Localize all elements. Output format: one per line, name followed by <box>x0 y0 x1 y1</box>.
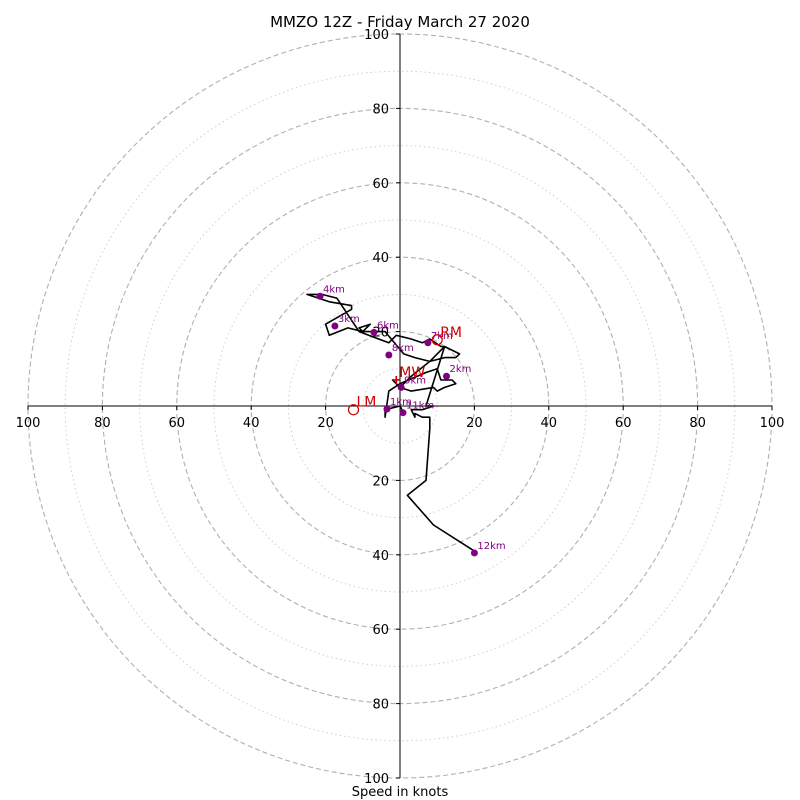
y-tick-label: 40 <box>372 251 389 266</box>
height-marker-label-9km: 9km <box>404 375 426 386</box>
height-marker-4km <box>316 292 324 300</box>
height-marker-label-1km: 1km <box>390 397 412 408</box>
height-marker-label-4km: 4km <box>323 284 345 295</box>
y-tick-label: 60 <box>372 623 389 638</box>
storm-motion-marker-LM <box>347 404 360 416</box>
chart-title: MMZO 12Z - Friday March 27 2020 <box>270 13 530 31</box>
y-tick-label: 100 <box>364 28 389 43</box>
height-marker-label-3km: 3km <box>338 314 360 325</box>
height-marker-label-8km: 8km <box>392 343 414 354</box>
hodograph-line <box>306 293 475 552</box>
height-marker-3km <box>331 322 339 330</box>
height-marker-label-2km: 2km <box>450 364 472 375</box>
storm-motion-label-LM: LM <box>357 395 377 411</box>
x-tick-label: 20 <box>317 416 334 431</box>
y-tick-label: 80 <box>372 698 389 713</box>
y-tick-label: 80 <box>372 102 389 117</box>
height-marker-12km <box>470 549 478 557</box>
storm-motion-markers: RM MW LM <box>347 325 462 416</box>
x-tick-label: 60 <box>615 416 632 431</box>
storm-motion-marker-RM <box>431 334 443 346</box>
hodograph-trace <box>306 293 475 552</box>
x-tick-label: 40 <box>243 416 260 431</box>
x-tick-label: 40 <box>541 416 558 431</box>
height-marker-label-7km: 7km <box>431 331 453 342</box>
height-marker-label-12km: 12km <box>477 541 505 552</box>
height-marker-1km <box>383 405 391 413</box>
x-tick-label: 60 <box>169 416 186 431</box>
x-tick-label: 100 <box>760 416 785 431</box>
y-tick-label: 60 <box>372 177 389 192</box>
height-marker-label-11km: 11km <box>406 401 434 412</box>
y-tick-label: 20 <box>372 326 389 341</box>
height-marker-8km <box>385 351 393 359</box>
x-tick-label: 80 <box>689 416 706 431</box>
height-marker-6km <box>370 328 378 336</box>
tick-labels: 100 80 60 40 20 20 40 60 80 100 100 80 60 40 20 20 40 60 8… <box>16 28 785 787</box>
height-markers: 1km 2km 3km 4km 6km 7km 8km 9km 11km 12km <box>316 284 506 557</box>
x-tick-label: 80 <box>94 416 111 431</box>
x-axis-title: Speed in knots <box>352 785 449 800</box>
height-marker-11km <box>399 409 407 417</box>
height-marker-2km <box>443 372 450 380</box>
height-marker-7km <box>424 339 432 347</box>
storm-motion-marker-MW <box>392 375 401 384</box>
y-tick-label: 100 <box>364 772 389 787</box>
storm-motion-label-RM: RM <box>440 325 462 341</box>
x-tick-label: 20 <box>466 416 483 431</box>
y-tick-label: 40 <box>372 549 389 564</box>
storm-motion-label-MW: MW <box>399 365 425 381</box>
height-marker-9km <box>397 383 405 391</box>
x-tick-label: 100 <box>16 416 41 431</box>
height-marker-label-6km: 6km <box>377 320 399 331</box>
y-tick-label: 20 <box>372 474 389 489</box>
